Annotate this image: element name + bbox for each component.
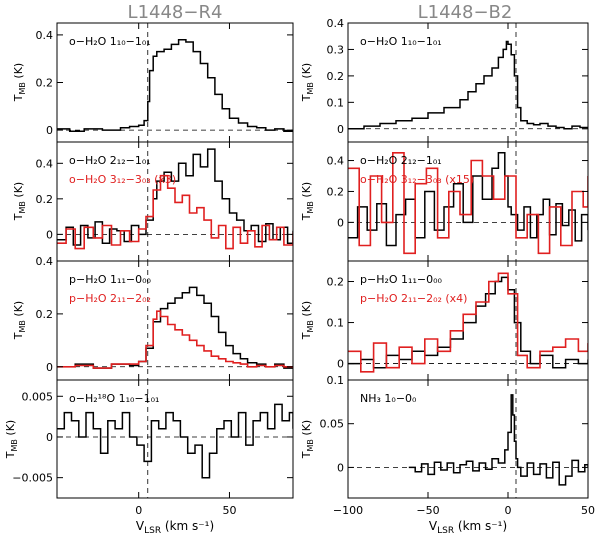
x-label-left: VLSR (km s⁻¹): [136, 519, 214, 536]
series-line-1: [348, 152, 588, 255]
panel-b2-p-h2o-111-000: 0 0.1 0.2 p−H₂O 1₁₁−0₀₀ p−H₂O 2₁₁−2₀₂ (x4): [327, 260, 589, 381]
line-label-0: o−H₂O 2₁₂−1₀₁: [69, 154, 151, 167]
panel-b2-o-h2o-212-101: 0 0.2 0.4 o−H₂O 2₁₂−1₀₁ o−H₂O 3₁₂−3₀₃ (x15): [327, 141, 589, 262]
series-line-0: [57, 286, 293, 369]
series-line-0: [348, 40, 588, 130]
y-tick-label: 0: [46, 228, 53, 241]
y-tick-label: −0.005: [12, 472, 53, 485]
y-tick-label: 0.4: [327, 155, 345, 168]
line-label-0: NH₃ 1₀−0₀: [360, 392, 417, 405]
series-line-0: [348, 152, 588, 247]
y-tick-label: 0.2: [36, 308, 54, 321]
y-tick-label: 0.4: [327, 17, 345, 30]
y-tick-label: 0: [337, 216, 344, 229]
y-tick-label: 0: [46, 431, 53, 444]
x-tick-label: −50: [416, 504, 439, 517]
series-line-0: [408, 394, 588, 486]
y-tick-label: 0: [337, 123, 344, 136]
y-tick-label: 0.3: [327, 43, 345, 56]
y-tick-label: 0.4: [36, 157, 54, 170]
line-label-1: o−H₂O 3₁₂−3₀₃ (x15): [360, 173, 474, 186]
panel-frame: [56, 379, 294, 499]
y-tick-label: 0.2: [36, 193, 54, 206]
x-tick-label: 0: [135, 504, 142, 517]
panel-frame: [347, 379, 589, 499]
y-tick-label: 0: [337, 461, 344, 474]
series-line-0: [348, 276, 588, 369]
panel-r4-o-h218o-110-101: −0.005 0 0.005 0 50 o−H₂¹⁸O 1₁₀−1₀₁: [12, 379, 294, 517]
y-tick-label: 0.05: [320, 418, 345, 431]
y-tick-label: 0.2: [36, 77, 54, 90]
y-label-r4-2: TMB (K): [12, 182, 27, 221]
col-title-l1448-r4: L1448−R4: [128, 2, 223, 23]
line-label-1: p−H₂O 2₁₁−2₀₂ (x4): [360, 292, 467, 305]
line-label-1: p−H₂O 2₁₁−2₀₂: [69, 292, 151, 305]
y-tick-label: 0.1: [327, 374, 345, 387]
y-tick-label: 0: [46, 361, 53, 374]
line-label-0: o−H₂O 1₁₀−1₀₁: [360, 35, 442, 48]
line-label-1: o−H₂O 3₁₂−3₀₃ (x3): [69, 173, 176, 186]
series-line-0: [57, 403, 293, 479]
x-label-right: VLSR (km s⁻¹): [429, 519, 507, 536]
y-tick-label: 0.2: [327, 70, 345, 83]
series-line-1: [348, 272, 588, 373]
panel-b2-o-h2o-110-101: 0 0.1 0.2 0.3 0.4 o−H₂O 1₁₀−1₀₁: [327, 17, 589, 143]
series-line-1: [57, 310, 293, 369]
series-line-0: [57, 38, 293, 133]
y-tick-label: 0.2: [327, 276, 345, 289]
line-label-0: o−H₂O 1₁₀−1₀₁: [69, 35, 151, 48]
y-tick-label: 0.4: [36, 255, 54, 268]
x-tick-label: 50: [222, 504, 236, 517]
y-tick-label: 0.1: [327, 317, 345, 330]
col-title-l1448-b2: L1448−B2: [418, 2, 513, 23]
y-label-r4-3: TMB (K): [12, 301, 27, 340]
y-tick-label: 0.4: [36, 29, 54, 42]
series-line-0: [57, 148, 293, 246]
y-tick-label: 0.1: [327, 96, 345, 109]
y-tick-label: 0.005: [22, 390, 54, 403]
series-line-1: [57, 174, 293, 250]
line-label-0: o−H₂O 2₁₂−1₀₁: [360, 154, 442, 167]
x-tick-label: 0: [505, 504, 512, 517]
y-label-b2-1: TMB (K): [300, 63, 315, 102]
line-label-0: p−H₂O 1₁₁−0₀₀: [360, 273, 442, 286]
y-tick-label: 0: [337, 358, 344, 371]
y-label-b2-2: TMB (K): [300, 182, 315, 221]
y-label-r4-1: TMB (K): [12, 63, 27, 102]
panel-r4-o-h2o-212-101: 0 0.2 0.4 o−H₂O 2₁₂−1₀₁ o−H₂O 3₁₂−3₀₃ (x3): [36, 141, 294, 262]
y-tick-label: 0.2: [327, 185, 345, 198]
line-label-0: p−H₂O 1₁₁−0₀₀: [69, 273, 151, 286]
line-label-0: o−H₂¹⁸O 1₁₀−1₀₁: [69, 392, 159, 405]
panel-b2-nh3-10-00: 0 0.05 0.1 −100 −50 0 50 NH₃ 1₀−0₀: [320, 374, 596, 517]
panel-r4-p-h2o-111-000: 0 0.2 0.4 p−H₂O 1₁₁−0₀₀ p−H₂O 2₁₁−2₀₂: [36, 255, 294, 381]
y-label-r4-4: TMB (K): [4, 420, 19, 459]
y-tick-label: 0: [46, 124, 53, 137]
x-tick-label: −100: [333, 504, 363, 517]
panel-r4-o-h2o-110-101: 0 0.2 0.4 o−H₂O 1₁₀−1₀₁: [36, 22, 294, 143]
x-tick-label: 50: [581, 504, 595, 517]
y-label-b2-3: TMB (K): [300, 301, 315, 340]
y-label-b2-4: TMB (K): [300, 420, 315, 459]
